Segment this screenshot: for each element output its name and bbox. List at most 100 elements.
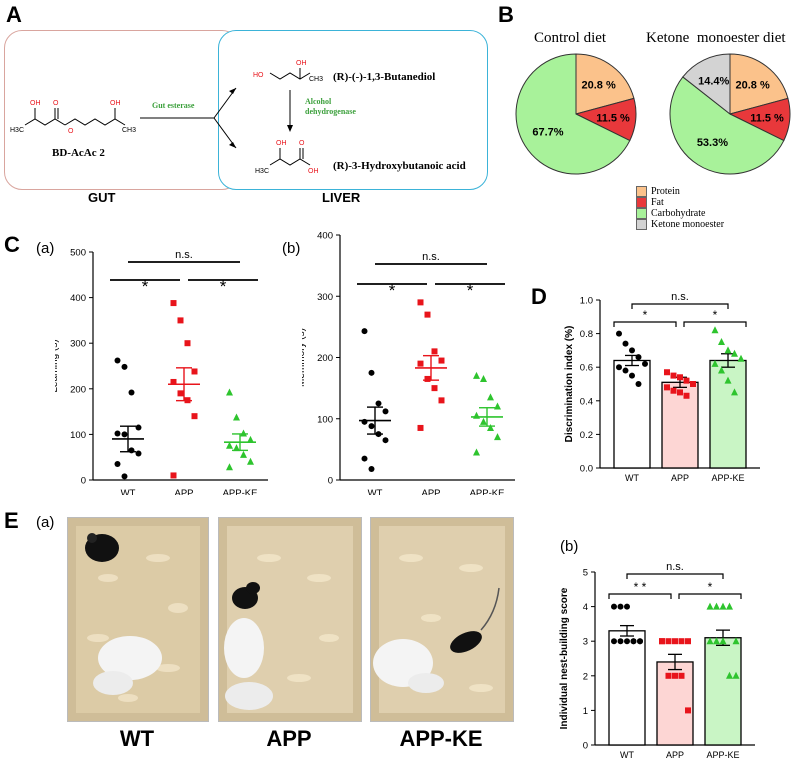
- data-point: [683, 392, 690, 399]
- data-point: [659, 638, 665, 645]
- photo-app: [218, 517, 362, 722]
- data-point: [622, 367, 629, 374]
- data-point: [128, 389, 135, 396]
- diol-ch3: CH3: [309, 76, 323, 83]
- y-axis-label: Learning (s): [55, 339, 60, 392]
- data-point: [431, 348, 438, 355]
- bd-oh-1: OH: [30, 100, 41, 107]
- gut-box: [4, 30, 240, 190]
- data-point: [665, 672, 672, 679]
- y-tick-label: 400: [317, 231, 333, 242]
- data-point: [473, 371, 480, 379]
- y-tick-label: 3: [583, 637, 588, 648]
- data-point: [711, 326, 719, 334]
- hba-oh: OH: [276, 140, 287, 147]
- data-point: [672, 672, 678, 679]
- data-point: [226, 463, 233, 471]
- arrow-up-head: [229, 88, 236, 94]
- pie-slice-protein: [729, 53, 789, 115]
- x-tick-label: APP: [671, 473, 689, 483]
- pie2-title: Ketone monoester diet: [646, 30, 786, 46]
- y-tick-label: 400: [70, 293, 86, 304]
- bd-h3c: H3C: [10, 127, 24, 134]
- pie-slice-label: 14.4%: [698, 76, 729, 88]
- legend-item: Protein: [636, 186, 680, 197]
- hba-h3c: H3C: [255, 168, 269, 175]
- enzyme2-line1: Alcohol: [305, 97, 332, 106]
- legend-label: Carbohydrate: [651, 208, 706, 219]
- panel-b-letter: B: [498, 2, 514, 27]
- data-point: [473, 448, 480, 456]
- x-tick-label: APP: [666, 750, 684, 760]
- significance-label: *: [142, 277, 149, 296]
- significance-label: n.s.: [175, 249, 193, 261]
- significance-bar: [626, 573, 724, 579]
- data-point: [611, 603, 617, 610]
- photo-label-app: APP: [266, 726, 312, 751]
- x-tick-label: APP-KE: [711, 473, 744, 483]
- data-point: [706, 637, 714, 645]
- data-point: [617, 638, 624, 645]
- data-point: [685, 707, 691, 714]
- data-point: [240, 429, 247, 437]
- data-point: [135, 424, 142, 431]
- y-tick-label: 0.0: [580, 464, 593, 475]
- pie-ketone: 20.8 % 11.5 % 53.3% 14.4%: [669, 53, 791, 175]
- data-point: [713, 602, 720, 610]
- legend-item: Ketone monoester: [636, 219, 724, 230]
- compound-label: BD-AcAc 2: [52, 147, 105, 159]
- data-point: [718, 366, 725, 374]
- data-point: [114, 357, 121, 364]
- data-point: [424, 375, 431, 382]
- data-point: [382, 437, 389, 444]
- data-point: [690, 381, 696, 387]
- pie-slice-ketone-monoester: [682, 53, 731, 116]
- data-point: [191, 368, 198, 375]
- y-tick-label: 0: [583, 741, 588, 752]
- bd-ch3: CH3: [122, 127, 136, 134]
- bd-o-2: O: [68, 128, 74, 135]
- data-point: [616, 364, 622, 371]
- data-point: [677, 389, 683, 396]
- y-axis-label: Discrimination index (%): [564, 326, 575, 443]
- y-tick-label: 1: [583, 706, 588, 717]
- panel-a-letter: A: [6, 2, 22, 27]
- hba-oh2: OH: [308, 168, 319, 175]
- y-tick-label: 100: [70, 430, 86, 441]
- data-point: [611, 638, 617, 645]
- data-point: [731, 349, 738, 357]
- y-tick-label: 2: [583, 671, 588, 682]
- data-point: [121, 431, 128, 438]
- data-point: [624, 603, 630, 610]
- data-point: [438, 397, 445, 404]
- significance-label: *: [389, 281, 396, 300]
- data-point: [375, 400, 382, 407]
- data-point: [177, 390, 184, 397]
- data-point: [617, 603, 624, 610]
- data-point: [494, 433, 501, 441]
- bar: [704, 637, 742, 746]
- data-point: [635, 354, 642, 361]
- photo-label-wt: WT: [119, 726, 155, 751]
- data-point: [670, 387, 677, 394]
- significance-bar: [608, 593, 672, 599]
- pie-control: 20.8 % 11.5 % 67.7%: [515, 53, 637, 175]
- significance-label: *: [708, 580, 713, 594]
- diol-ho: HO: [253, 72, 264, 79]
- data-point: [494, 402, 501, 410]
- legend-label: Protein: [651, 186, 680, 197]
- data-point: [247, 457, 254, 465]
- pie-slice-protein: [575, 53, 635, 115]
- data-point: [226, 388, 233, 396]
- pie-slice-label: 20.8 %: [735, 79, 769, 91]
- data-point: [191, 413, 198, 420]
- y-tick-label: 200: [317, 353, 333, 364]
- panel-c-letter: C: [4, 232, 20, 257]
- significance-label: n.s.: [422, 251, 440, 263]
- legend-swatch: [636, 186, 647, 197]
- data-point: [361, 328, 368, 335]
- x-tick-label: WT: [625, 473, 639, 483]
- panel-e-letter: E: [4, 508, 19, 533]
- significance-bar: [631, 303, 729, 309]
- data-point: [368, 423, 375, 430]
